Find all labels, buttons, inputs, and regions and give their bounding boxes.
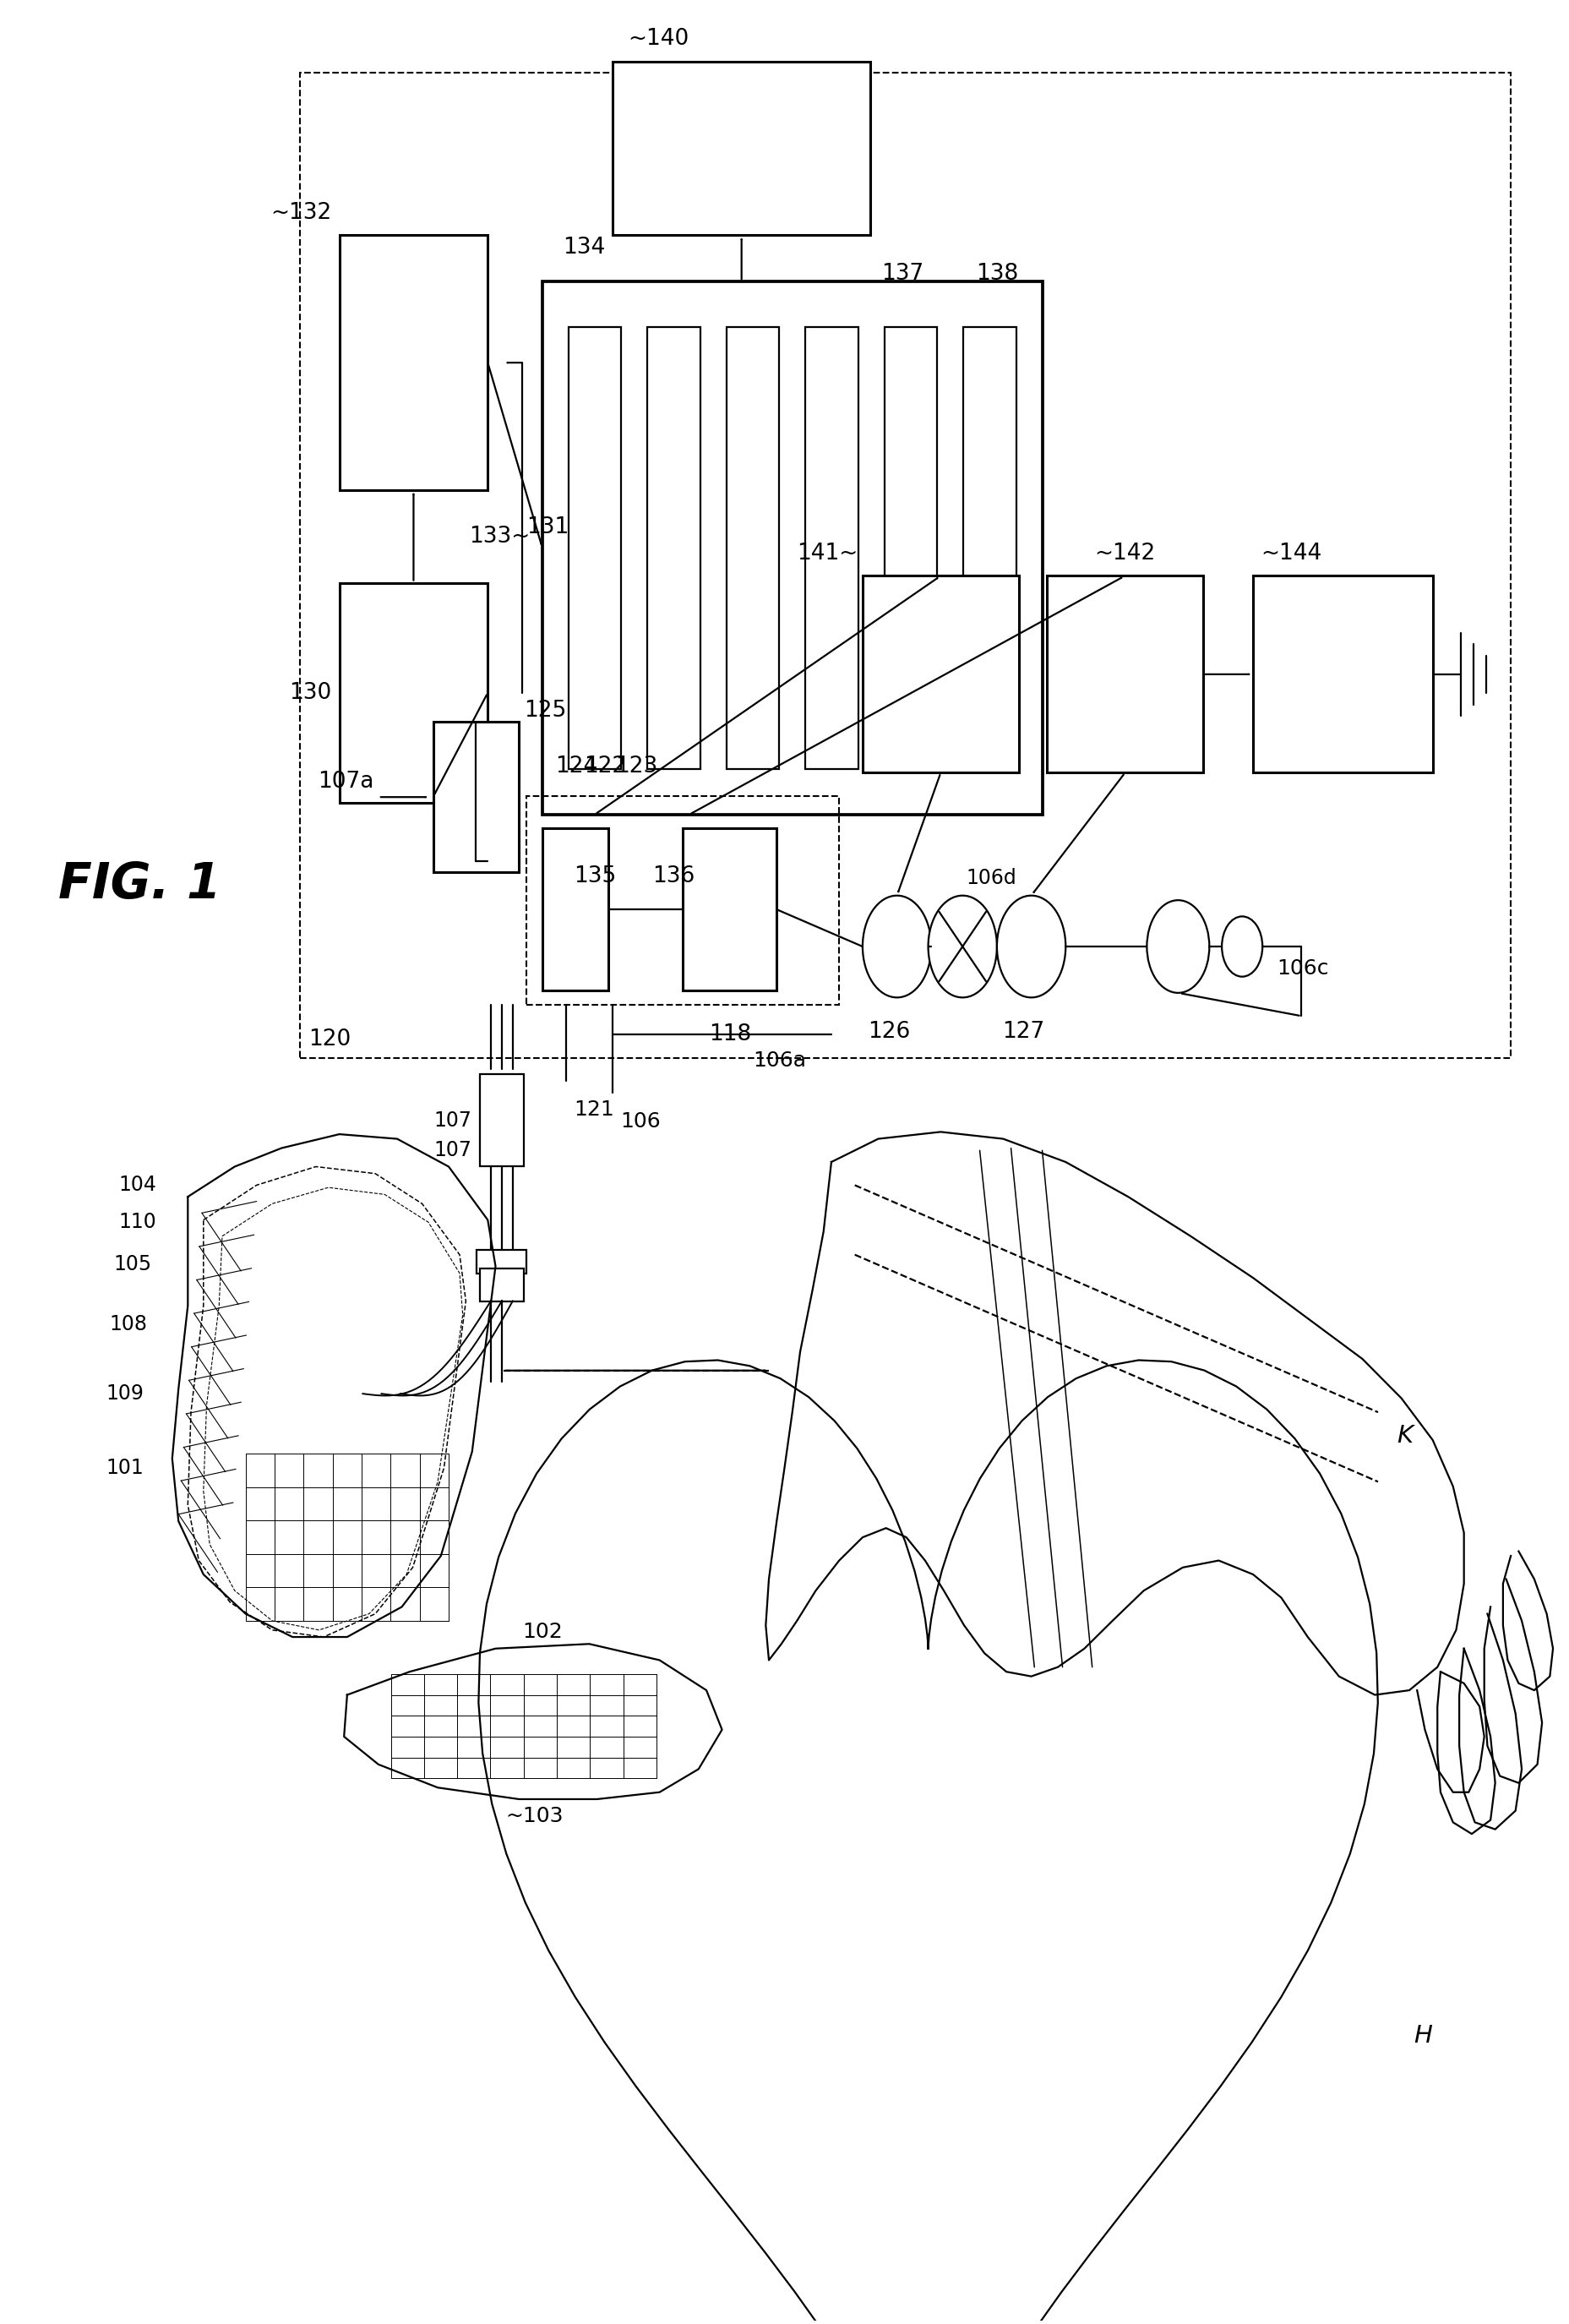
Text: 131: 131	[527, 516, 570, 539]
Text: 133~: 133~	[469, 525, 530, 548]
Text: ~144: ~144	[1261, 541, 1323, 565]
Bar	[863, 576, 1018, 774]
Bar	[568, 328, 621, 769]
Bar	[885, 328, 937, 769]
Text: 102: 102	[522, 1622, 563, 1641]
Text: ~103: ~103	[505, 1806, 563, 1827]
Text: 134: 134	[562, 237, 606, 258]
Text: 107: 107	[435, 1111, 472, 1129]
Bar	[543, 827, 609, 990]
Text: 126: 126	[868, 1020, 910, 1043]
Bar	[300, 72, 1511, 1057]
Bar	[963, 328, 1017, 769]
Text: FIG. 1: FIG. 1	[58, 860, 221, 909]
Text: 120: 120	[308, 1030, 350, 1050]
Text: 135: 135	[574, 865, 617, 888]
Text: 123: 123	[615, 755, 657, 779]
Text: 110: 110	[119, 1213, 157, 1232]
Bar	[543, 281, 1042, 813]
Text: 108: 108	[110, 1313, 147, 1334]
Text: ~140: ~140	[628, 28, 689, 49]
Text: 106c: 106c	[1277, 957, 1329, 978]
Bar	[527, 795, 839, 1004]
Text: 136: 136	[653, 865, 695, 888]
Text: 106a: 106a	[753, 1050, 806, 1071]
Text: 122: 122	[584, 755, 626, 779]
Text: 107a: 107a	[317, 772, 373, 792]
Bar	[805, 328, 858, 769]
Text: 124: 124	[555, 755, 598, 779]
Text: 101: 101	[107, 1457, 144, 1478]
Bar	[1047, 576, 1203, 774]
Circle shape	[929, 895, 996, 997]
Text: 107: 107	[435, 1141, 472, 1160]
Text: 137: 137	[882, 263, 924, 286]
Text: 106d: 106d	[965, 869, 1017, 888]
Circle shape	[996, 895, 1065, 997]
Bar	[339, 583, 488, 802]
Text: H: H	[1414, 2024, 1432, 2047]
Text: ~142: ~142	[1095, 541, 1155, 565]
Bar	[683, 827, 777, 990]
Circle shape	[863, 895, 932, 997]
Text: 105: 105	[115, 1255, 152, 1274]
Circle shape	[1147, 899, 1210, 992]
Text: 106: 106	[620, 1111, 661, 1132]
Text: 125: 125	[524, 700, 566, 723]
Bar	[1254, 576, 1432, 774]
Bar	[480, 1269, 524, 1301]
Text: 138: 138	[976, 263, 1018, 286]
Text: 121: 121	[574, 1099, 613, 1120]
Text: 104: 104	[119, 1176, 157, 1195]
Bar	[648, 328, 700, 769]
Text: ~132: ~132	[270, 202, 331, 223]
Text: K: K	[1396, 1425, 1414, 1448]
Bar	[339, 235, 488, 490]
Bar	[612, 60, 871, 235]
Text: 141~: 141~	[797, 541, 858, 565]
Circle shape	[1222, 916, 1263, 976]
Bar	[477, 1250, 527, 1274]
Text: 127: 127	[1003, 1020, 1045, 1043]
Bar	[433, 723, 519, 872]
Text: 109: 109	[107, 1383, 144, 1404]
Bar	[480, 1074, 524, 1167]
Text: 118: 118	[709, 1023, 752, 1046]
Bar	[726, 328, 780, 769]
Text: 130: 130	[289, 681, 331, 704]
